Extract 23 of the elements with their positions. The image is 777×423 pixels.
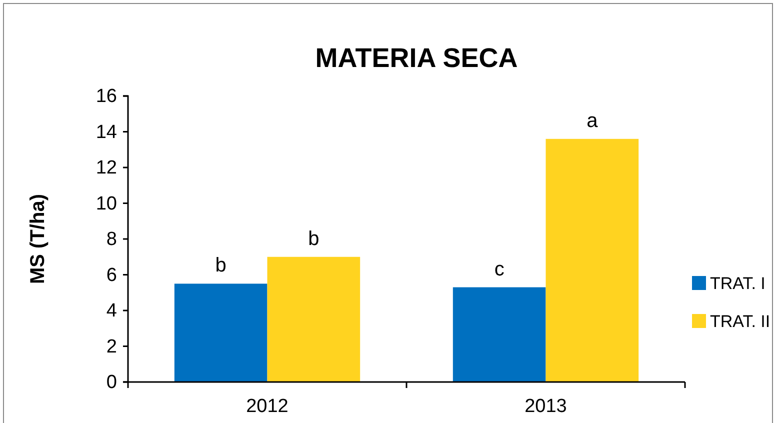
data-label: a: [586, 110, 599, 132]
y-tick-label: 6: [106, 264, 117, 286]
legend-label: TRAT. I: [710, 274, 766, 293]
y-tick-label: 14: [96, 122, 118, 143]
y-axis-title: MS (T/ha): [27, 194, 49, 284]
data-label: b: [215, 254, 226, 277]
y-tick-label: 10: [96, 193, 117, 214]
x-tick-label: 2013: [524, 396, 567, 417]
y-tick-label: 8: [106, 229, 117, 250]
y-tick-label: 12: [96, 158, 117, 179]
y-tick-label: 16: [96, 86, 117, 108]
bar: [267, 256, 360, 382]
legend-label: TRAT. II: [710, 312, 770, 331]
bar: [174, 284, 268, 382]
x-tick-label: 2012: [246, 396, 288, 417]
y-tick-label: 0: [106, 372, 117, 394]
y-tick-label: 4: [106, 300, 118, 322]
y-tick-label: 2: [106, 336, 117, 358]
bar: [452, 287, 546, 382]
bar: [546, 138, 639, 382]
data-label: c: [494, 258, 504, 280]
chart-title: MATERIA SECA: [315, 43, 518, 73]
data-label: b: [308, 228, 320, 250]
